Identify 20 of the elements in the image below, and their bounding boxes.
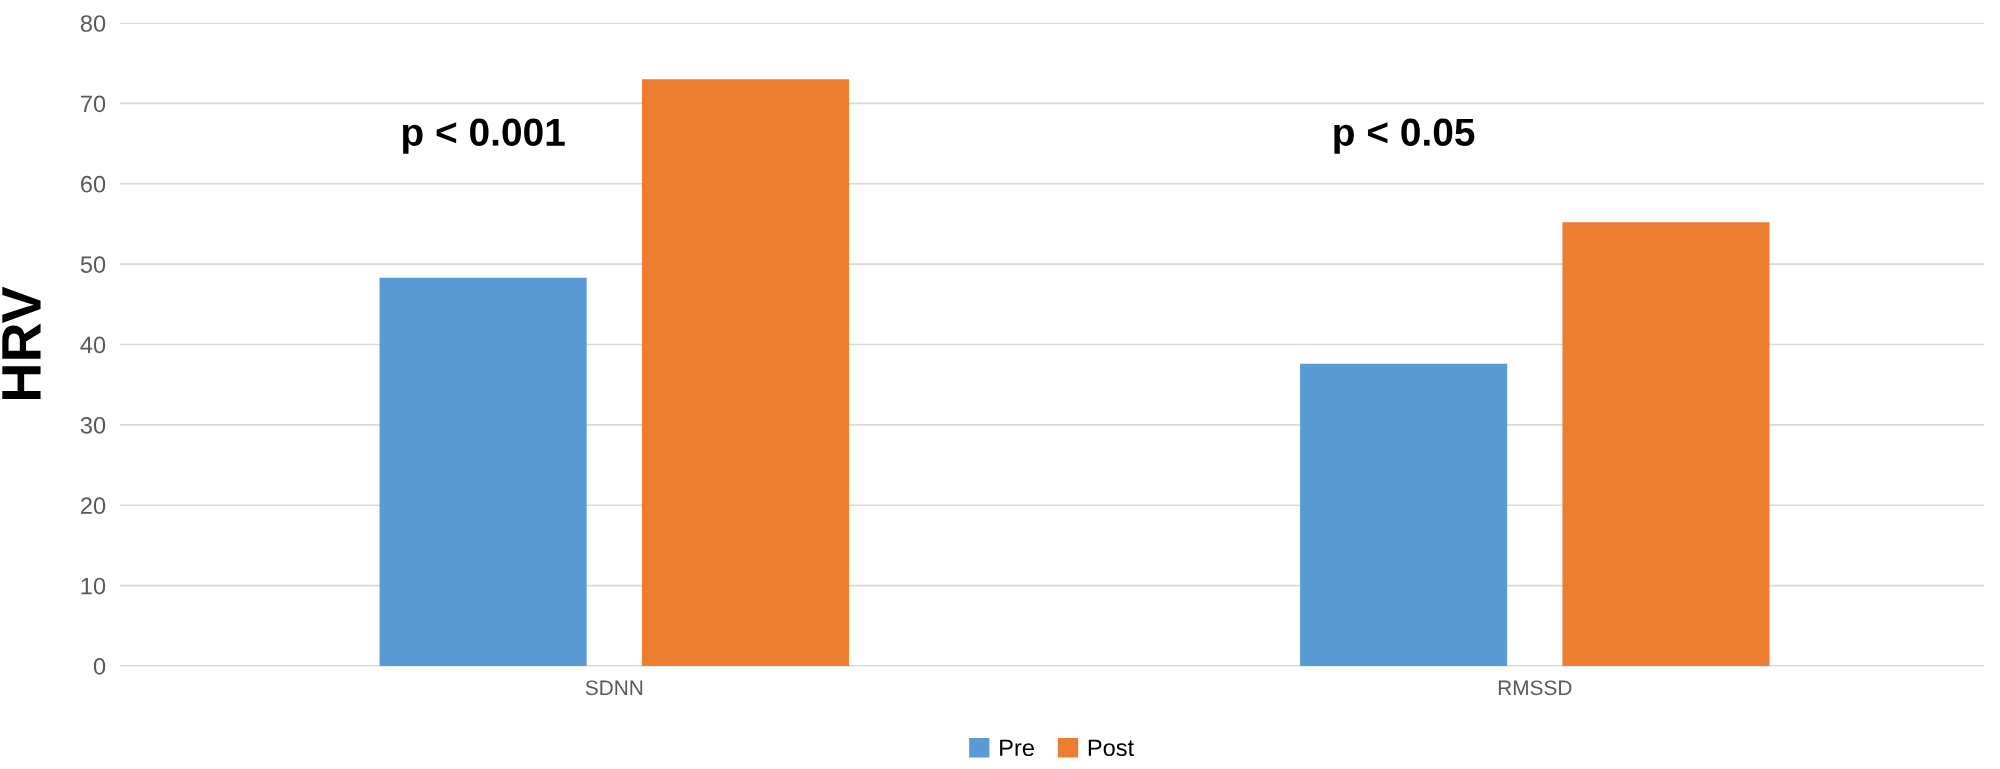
y-tick-label: 50 <box>80 256 106 273</box>
y-tick-label: 60 <box>81 175 106 193</box>
x-tick-label: RMSSD <box>1498 680 1572 696</box>
y-tick-label: 30 <box>80 416 106 434</box>
y-tick-label: 20 <box>81 497 106 515</box>
x-tick-label: SDNN <box>585 680 643 696</box>
bar <box>379 277 587 666</box>
bar <box>1300 363 1508 666</box>
legend-label: Post <box>1088 739 1134 757</box>
annotation: p < 0.05 <box>1334 118 1475 154</box>
bar <box>641 79 850 666</box>
y-tick-label: 40 <box>80 336 106 354</box>
bar <box>1562 222 1770 666</box>
legend-label: Pre <box>1000 739 1034 757</box>
y-tick-label: 0 <box>93 658 106 675</box>
y-axis-title: HRV <box>2 286 41 399</box>
y-tick-label: 80 <box>80 15 106 32</box>
y-tick-label: 70 <box>81 95 106 113</box>
y-tick-label: 10 <box>81 577 106 595</box>
annotation: p < 0.001 <box>403 118 565 154</box>
